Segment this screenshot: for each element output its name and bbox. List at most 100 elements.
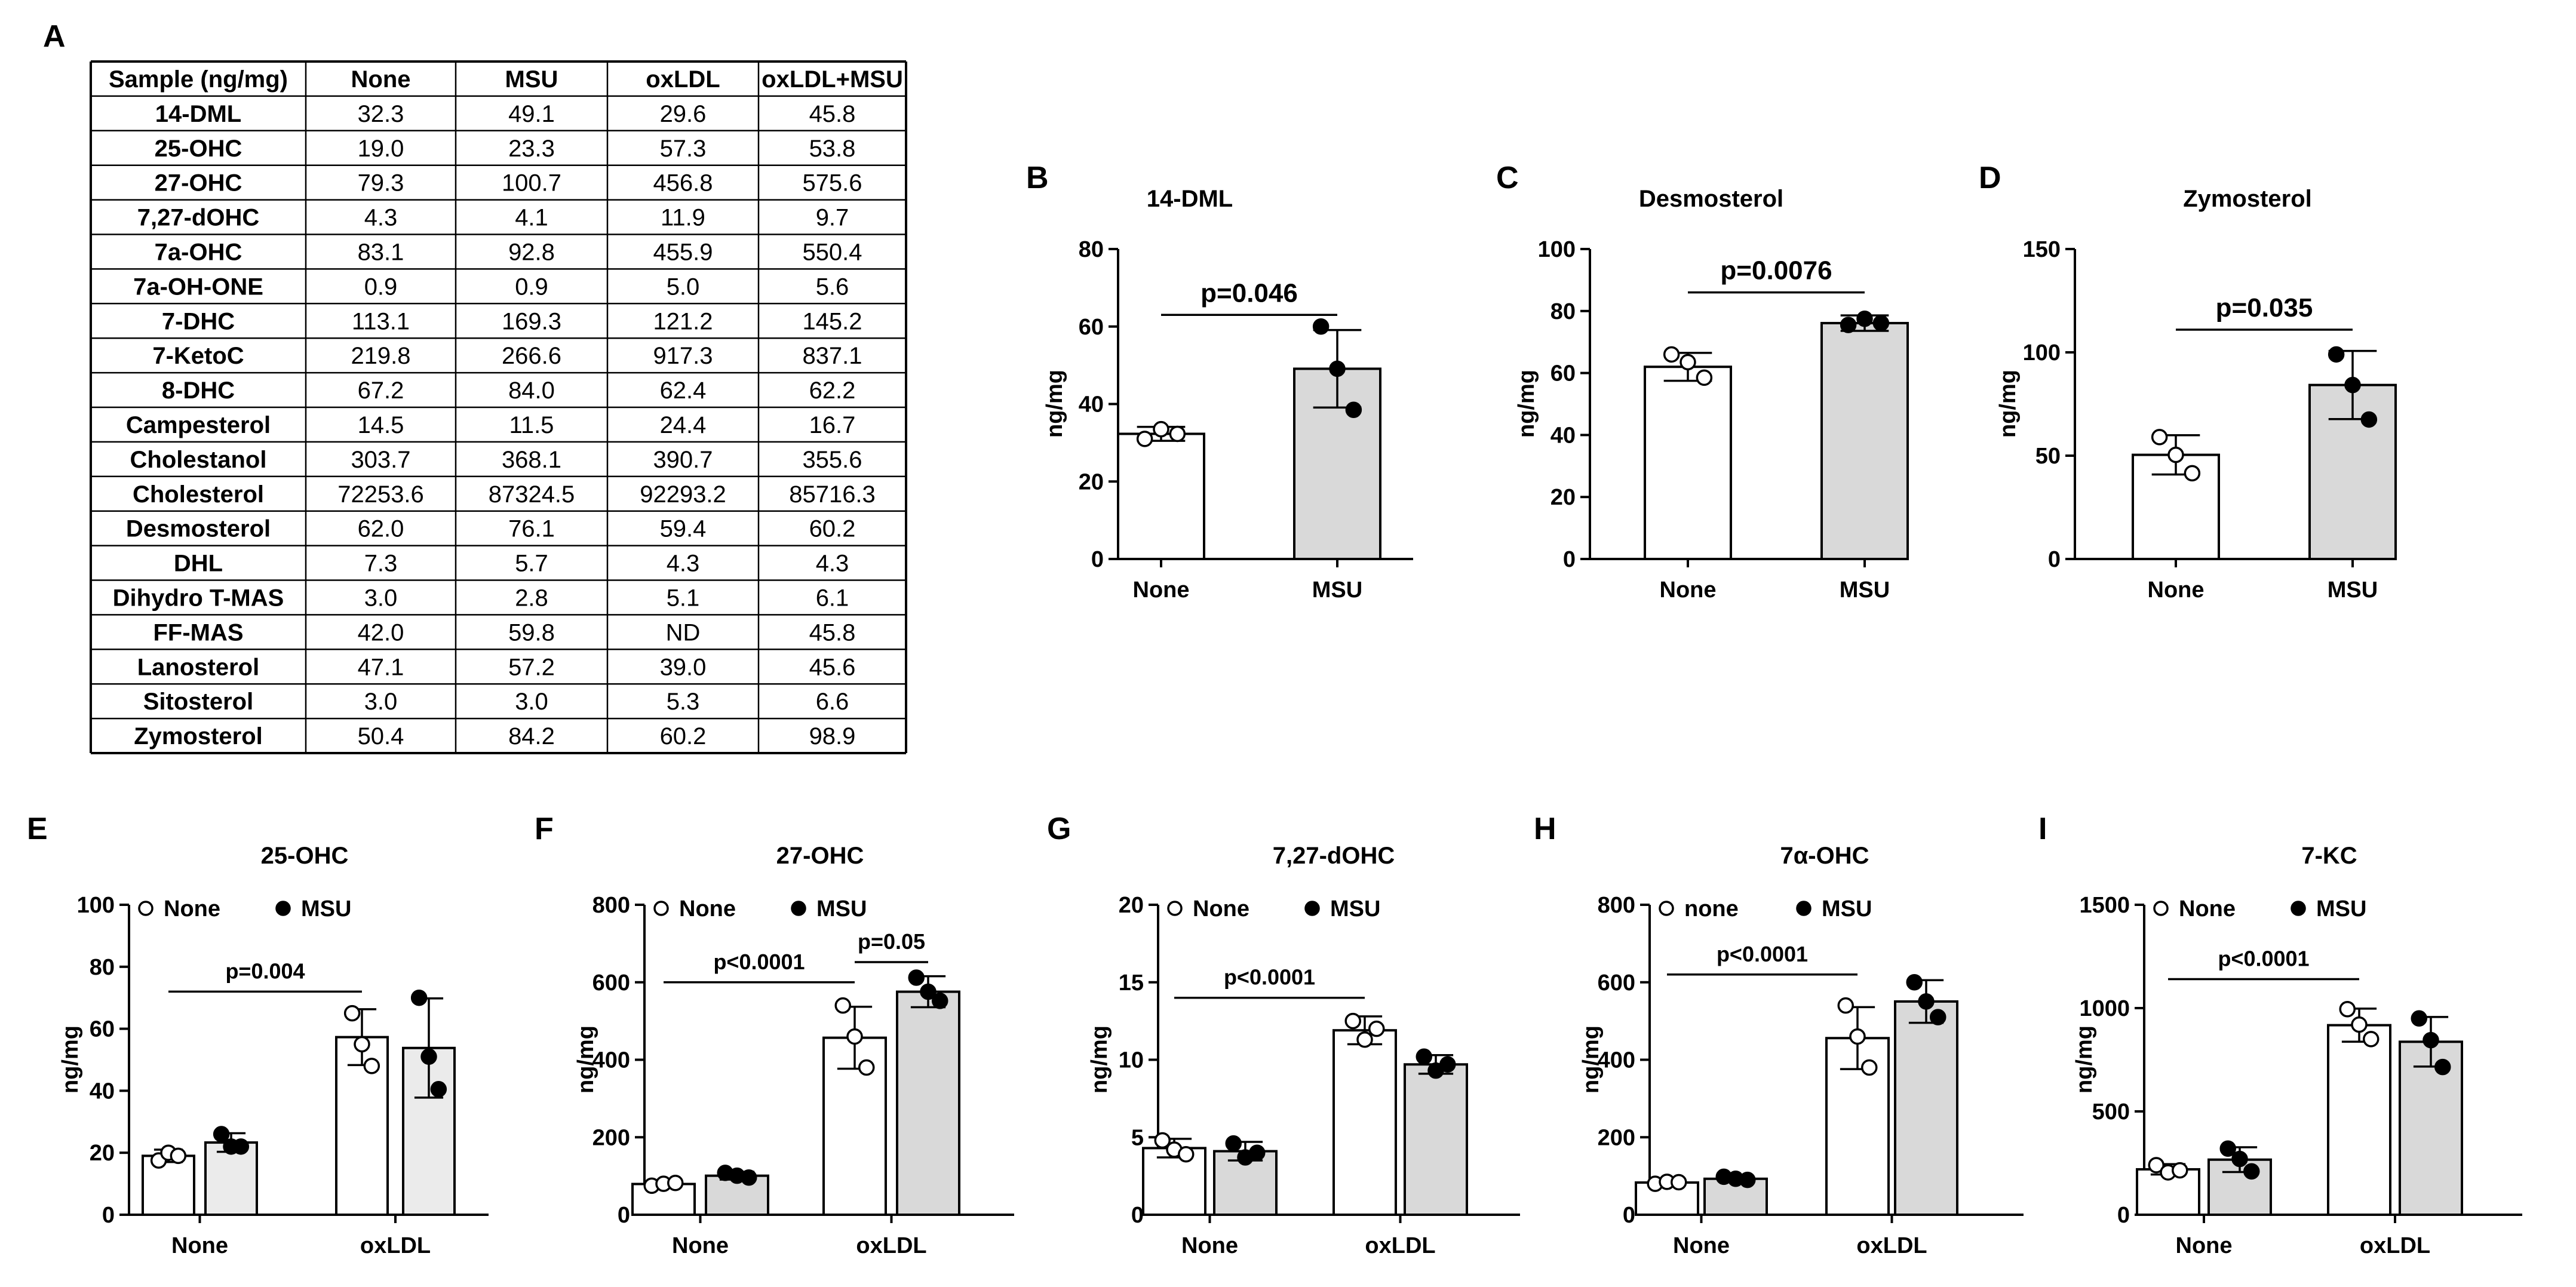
- y-tick-label: 40: [90, 1079, 115, 1104]
- legend-marker-open: [2153, 901, 2169, 916]
- table-cell: 303.7: [351, 447, 410, 473]
- table-header-cell: Sample (ng/mg): [109, 66, 288, 93]
- bar: [896, 990, 960, 1216]
- data-point: [1663, 346, 1680, 363]
- y-tick-label: 20: [1550, 485, 1576, 510]
- p-value-label: p<0.0001: [1224, 965, 1315, 990]
- data-point: [1345, 401, 1362, 418]
- y-tick-label: 50: [2035, 444, 2061, 469]
- data-point: [1739, 1171, 1756, 1188]
- table-row-label: 7-KetoC: [152, 343, 244, 369]
- legend-label: MSU: [1822, 896, 1872, 922]
- data-point: [1696, 369, 1713, 386]
- p-value-label: p<0.0001: [713, 950, 805, 974]
- y-tick-label: 10: [1119, 1048, 1144, 1073]
- table-row-label: DHL: [174, 551, 223, 577]
- data-point: [2411, 1010, 2427, 1027]
- table-cell: 45.8: [809, 101, 856, 127]
- data-point: [2219, 1140, 2236, 1157]
- bar: [1404, 1063, 1468, 1217]
- legend-marker-filled: [1796, 901, 1812, 916]
- table-cell: 32.3: [358, 101, 404, 127]
- chart-title: 7,27-dOHC: [1273, 843, 1395, 869]
- y-tick-label: 60: [1550, 361, 1576, 386]
- x-tick-label: None: [1133, 578, 1190, 603]
- y-tick-label: 150: [2023, 237, 2061, 262]
- data-point: [1849, 1028, 1866, 1045]
- x-tick-label: None: [1673, 1233, 1730, 1258]
- table-row-label: Zymosterol: [134, 723, 263, 750]
- y-tick-label: 1500: [2079, 893, 2130, 918]
- panel-label: G: [1047, 812, 1071, 846]
- x-tick-label: oxLDL: [856, 1233, 926, 1258]
- chart-title: 7-KC: [2301, 843, 2357, 869]
- data-point: [2151, 429, 2168, 446]
- data-point: [1416, 1048, 1432, 1065]
- x-tick-label: None: [171, 1233, 228, 1258]
- x-tick-label: MSU: [1312, 578, 1362, 603]
- y-tick-label: 0: [102, 1203, 115, 1228]
- data-point: [1671, 1174, 1687, 1191]
- table-cell: 390.7: [653, 447, 713, 473]
- data-point: [1680, 354, 1696, 371]
- y-tick-label: 0: [2117, 1203, 2130, 1228]
- y-tick-label: 1000: [2079, 996, 2130, 1021]
- chart-title: 27-OHC: [776, 843, 864, 869]
- data-point: [858, 1059, 875, 1076]
- table-cell: 92.8: [508, 239, 555, 265]
- chart-g: G 7,27-dOHC ng/mg 0 5 10 15 20 None oxLDL None MSU p…: [1047, 812, 1520, 1258]
- y-tick-label: 600: [1598, 970, 1635, 996]
- table-cell: 84.2: [508, 723, 555, 750]
- y-tick-label: 40: [1550, 423, 1576, 448]
- data-point: [354, 1036, 370, 1053]
- table-cell: 87324.5: [489, 481, 575, 508]
- x-tick-label: oxLDL: [360, 1233, 431, 1258]
- table-cell: 72253.6: [337, 481, 424, 508]
- table-cell: 23.3: [508, 136, 555, 162]
- table-cell: 62.4: [660, 377, 707, 404]
- y-axis-label: ng/mg: [1579, 1025, 1604, 1094]
- x-tick-label: MSU: [2328, 578, 2378, 603]
- y-axis-label: ng/mg: [58, 1025, 83, 1094]
- table-cell: 45.8: [809, 619, 856, 646]
- y-tick-label: 0: [2048, 547, 2061, 572]
- y-tick-label: 60: [1079, 315, 1104, 340]
- chart-c: C Desmosterol ng/mg 0 20 40 60 80 100 None MSU p=0.…: [1496, 161, 1909, 603]
- y-tick-label: 60: [90, 1017, 115, 1042]
- table-cell: 7.3: [364, 551, 398, 577]
- y-tick-label: 20: [1119, 893, 1144, 918]
- data-point: [2328, 346, 2345, 363]
- chart-d: D Zymosterol ng/mg 0 50 100 150 None MSU p=0.035: [1979, 161, 2397, 603]
- chart-h: H 7α-OHC ng/mg 0 200 400 600 800 None oxLDL none MS…: [1534, 812, 2024, 1258]
- y-tick-label: 20: [90, 1141, 115, 1166]
- y-tick-label: 0: [618, 1203, 630, 1228]
- table-cell: 67.2: [358, 377, 404, 404]
- table-row-label: 7-DHC: [162, 308, 235, 334]
- data-point: [1918, 993, 1935, 1010]
- table-header-cell: MSU: [505, 66, 558, 93]
- table-row-label: Lanosterol: [137, 654, 259, 680]
- data-point: [2167, 446, 2184, 463]
- bar: [1820, 322, 1909, 561]
- data-point: [1872, 315, 1890, 331]
- data-point: [430, 1081, 447, 1098]
- y-tick-label: 20: [1079, 469, 1104, 494]
- bar: [1894, 1000, 1958, 1216]
- table-cell: 113.1: [352, 308, 410, 334]
- data-point: [2423, 1031, 2439, 1049]
- data-point: [420, 1048, 437, 1065]
- y-tick-label: 500: [2092, 1099, 2130, 1125]
- table-cell: 368.1: [502, 447, 561, 473]
- table-header-cell: oxLDL: [646, 66, 720, 93]
- table-cell: 4.3: [364, 205, 398, 231]
- panel-label: I: [2038, 812, 2047, 846]
- table-cell: 0.9: [515, 274, 548, 300]
- table-row-label: 7,27-dOHC: [137, 205, 260, 231]
- table-cell: 5.6: [816, 274, 849, 300]
- data-point: [1861, 1059, 1878, 1076]
- p-value-label: p<0.0001: [1717, 942, 1808, 966]
- data-point: [2184, 465, 2201, 482]
- table-row-label: 7a-OHC: [155, 239, 242, 265]
- table-cell: 11.5: [509, 412, 554, 438]
- data-point: [1344, 1012, 1361, 1030]
